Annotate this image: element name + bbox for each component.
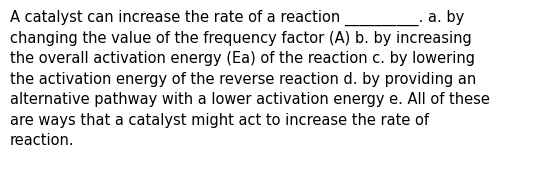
Text: A catalyst can increase the rate of a reaction __________. a. by
changing the va: A catalyst can increase the rate of a re… xyxy=(10,9,490,148)
